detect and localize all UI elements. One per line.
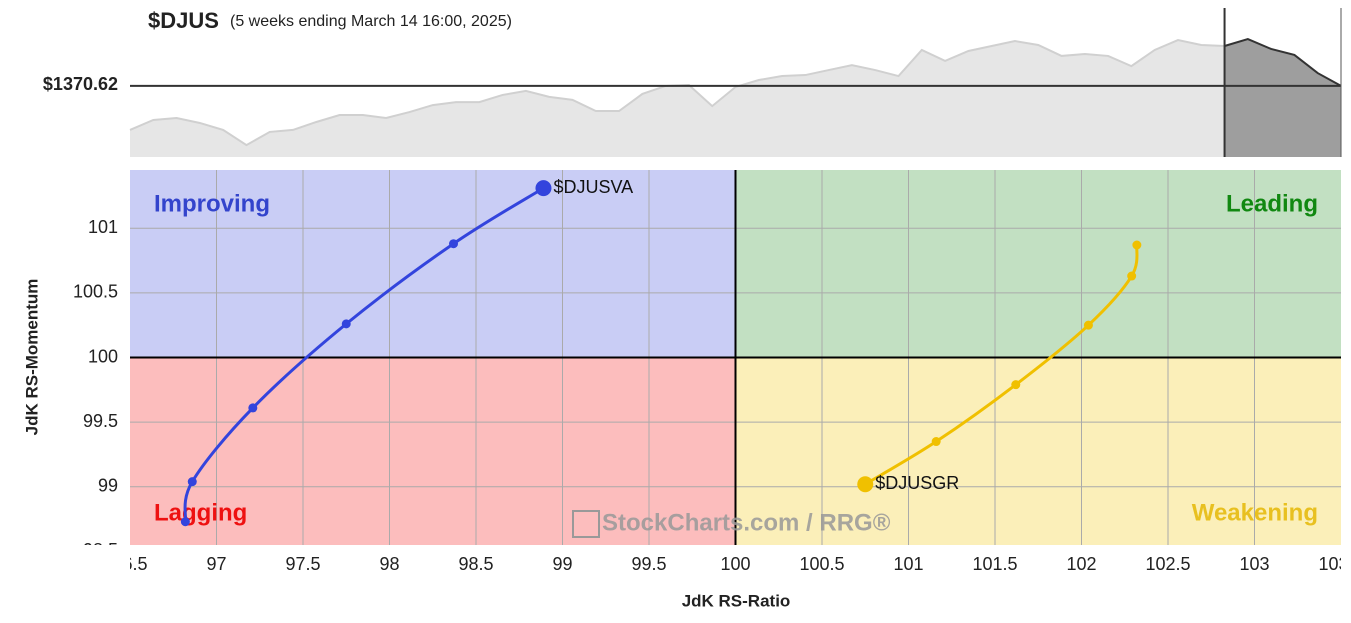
quadrant-label: Improving [154,190,270,217]
x-tick-label: 96.5 [112,554,147,574]
quadrant [130,357,736,545]
chart-title: $DJUS [148,8,219,33]
y-tick-label: 101 [88,217,118,237]
tail-point [341,319,351,329]
quadrant [130,170,736,358]
y-tick-label: 100.5 [73,282,118,302]
y-axis-label: JdK RS-Momentum [22,279,41,436]
tail-point [187,477,197,487]
tail-point [1083,320,1093,330]
tail-point [449,239,459,249]
price-label: $1370.62 [43,74,118,94]
x-tick-label: 101 [893,554,923,574]
y-tick-label: 99.5 [83,411,118,431]
quadrant [735,170,1341,358]
x-tick-label: 100 [720,554,750,574]
y-tick-label: 99 [98,476,118,496]
quadrant-label: Leading [1226,190,1318,217]
tail-point [535,180,552,197]
tail-point [180,517,190,527]
x-tick-label: 103.5 [1318,554,1351,574]
x-ticks: 96.5 97 97.5 98 98.5 99 99.5 100 100.5 101 101.5 10… [112,554,1351,574]
series-label: $DJUSGR [875,473,959,493]
quadrant [735,357,1341,545]
x-tick-label: 102 [1066,554,1096,574]
tail-point [1011,380,1021,390]
tail-point [1127,271,1137,281]
price-area-fill [130,40,1225,157]
price-tail-fill [1224,39,1341,157]
y-ticks: 98.5 99 99.5 100 100.5 101 [73,217,118,560]
x-tick-label: 98 [379,554,399,574]
watermark: StockCharts.com / RRG® [602,509,891,536]
x-tick-label: 101.5 [972,554,1017,574]
x-tick-label: 97.5 [285,554,320,574]
tail-point [1132,240,1142,250]
quadrant-label: Weakening [1192,499,1318,526]
x-axis-label: JdK RS-Ratio [682,591,791,610]
tail-point [248,403,258,413]
y-tick-label: 100 [88,346,118,366]
quadrant-label: Lagging [154,499,247,526]
x-tick-label: 97 [206,554,226,574]
x-tick-label: 100.5 [799,554,844,574]
x-tick-label: 99.5 [631,554,666,574]
y-tick-label: 98.5 [83,540,118,560]
tail-point [857,476,874,493]
series-label: $DJUSVA [553,177,633,197]
x-tick-label: 102.5 [1145,554,1190,574]
x-tick-label: 103 [1239,554,1269,574]
x-tick-label: 99 [552,554,572,574]
watermark-icon [572,510,600,538]
subtitle: (5 weeks ending March 14 16:00, 2025) [230,13,512,30]
tail-point [931,437,941,447]
x-tick-label: 98.5 [458,554,493,574]
price-tail [1224,37,1342,87]
